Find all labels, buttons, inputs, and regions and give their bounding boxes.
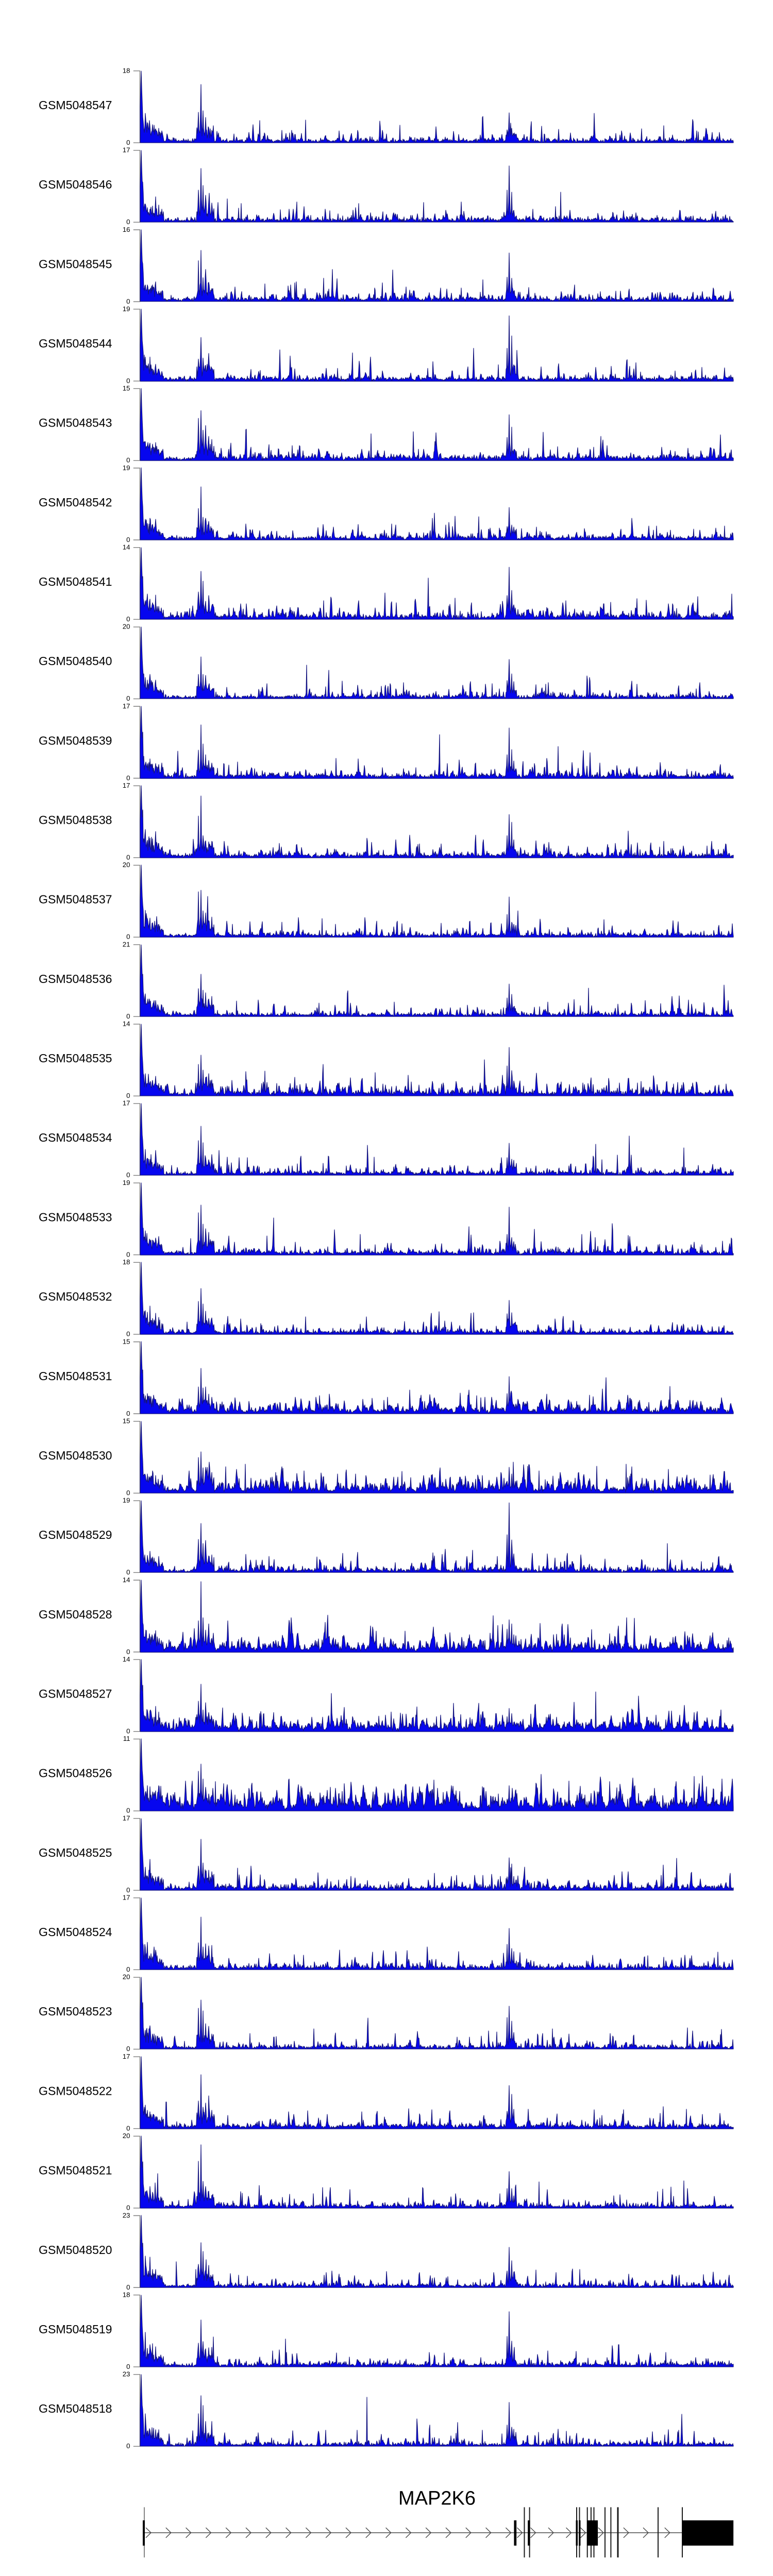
svg-text:GSM5048520: GSM5048520 [39,2243,112,2257]
svg-text:20: 20 [123,1973,130,1981]
svg-text:19: 19 [123,1497,130,1504]
svg-text:GSM5048519: GSM5048519 [39,2323,112,2336]
svg-text:0: 0 [126,1410,130,1417]
svg-text:14: 14 [123,544,130,551]
svg-text:15: 15 [123,1417,130,1425]
svg-text:19: 19 [123,1179,130,1187]
svg-text:0: 0 [126,933,130,941]
svg-text:21: 21 [123,940,130,948]
svg-text:GSM5048529: GSM5048529 [39,1528,112,1541]
svg-text:0: 0 [126,1250,130,1258]
svg-text:0: 0 [126,1330,130,1338]
svg-text:0: 0 [126,774,130,782]
svg-text:17: 17 [123,146,130,154]
svg-text:GSM5048532: GSM5048532 [39,1290,112,1303]
svg-text:0: 0 [126,1171,130,1179]
svg-text:0: 0 [126,2045,130,2053]
svg-text:11: 11 [123,1735,130,1742]
svg-text:GSM5048543: GSM5048543 [39,416,112,430]
svg-text:0: 0 [126,1489,130,1497]
svg-text:23: 23 [123,2370,130,2378]
svg-text:17: 17 [123,2053,130,2060]
svg-text:GSM5048533: GSM5048533 [39,1210,112,1224]
svg-text:MAP2K6: MAP2K6 [398,2488,476,2510]
svg-text:0: 0 [126,1568,130,1576]
svg-text:GSM5048522: GSM5048522 [39,2084,112,2097]
svg-text:GSM5048540: GSM5048540 [39,654,112,668]
svg-text:0: 0 [126,2363,130,2370]
svg-text:19: 19 [123,464,130,471]
svg-text:0: 0 [126,2124,130,2132]
svg-text:0: 0 [126,1012,130,1020]
svg-text:GSM5048518: GSM5048518 [39,2402,112,2415]
svg-text:17: 17 [123,1099,130,1107]
svg-text:GSM5048534: GSM5048534 [39,1131,112,1144]
svg-text:GSM5048539: GSM5048539 [39,734,112,747]
svg-text:16: 16 [123,226,130,233]
svg-text:14: 14 [123,1020,130,1028]
svg-text:0: 0 [126,1886,130,1894]
svg-text:0: 0 [126,2204,130,2212]
svg-text:GSM5048541: GSM5048541 [39,575,112,588]
svg-text:GSM5048537: GSM5048537 [39,893,112,906]
svg-text:0: 0 [126,694,130,702]
svg-text:0: 0 [126,2442,130,2450]
svg-text:0: 0 [126,377,130,384]
svg-text:GSM5048535: GSM5048535 [39,1052,112,1065]
svg-text:GSM5048530: GSM5048530 [39,1449,112,1462]
svg-text:0: 0 [126,456,130,464]
svg-text:GSM5048544: GSM5048544 [39,336,112,350]
svg-text:0: 0 [126,297,130,305]
svg-text:17: 17 [123,1894,130,1902]
svg-text:17: 17 [123,782,130,789]
svg-text:17: 17 [123,1814,130,1822]
svg-text:0: 0 [126,615,130,623]
svg-text:GSM5048547: GSM5048547 [39,98,112,112]
svg-text:GSM5048545: GSM5048545 [39,257,112,270]
svg-text:15: 15 [123,1337,130,1345]
svg-text:GSM5048524: GSM5048524 [39,1925,112,1939]
svg-text:0: 0 [126,1965,130,1973]
svg-text:0: 0 [126,1807,130,1815]
svg-text:14: 14 [123,1655,130,1663]
svg-text:18: 18 [123,2291,130,2298]
svg-text:0: 0 [126,139,130,146]
svg-text:GSM5048526: GSM5048526 [39,1767,112,1780]
svg-text:0: 0 [126,2283,130,2291]
svg-text:18: 18 [123,1258,130,1266]
svg-text:GSM5048542: GSM5048542 [39,496,112,509]
svg-text:GSM5048528: GSM5048528 [39,1607,112,1621]
svg-text:GSM5048546: GSM5048546 [39,178,112,191]
svg-text:0: 0 [126,1092,130,1099]
svg-text:GSM5048538: GSM5048538 [39,814,112,827]
svg-text:19: 19 [123,305,130,313]
svg-text:20: 20 [123,861,130,869]
svg-text:15: 15 [123,384,130,392]
svg-text:GSM5048521: GSM5048521 [39,2164,112,2177]
svg-text:20: 20 [123,2132,130,2140]
svg-text:0: 0 [126,1648,130,1655]
svg-text:0: 0 [126,854,130,861]
svg-text:GSM5048536: GSM5048536 [39,972,112,986]
svg-text:17: 17 [123,702,130,710]
svg-text:GSM5048531: GSM5048531 [39,1369,112,1383]
svg-text:0: 0 [126,218,130,226]
svg-text:0: 0 [126,536,130,544]
svg-text:14: 14 [123,1576,130,1584]
svg-text:0: 0 [126,1727,130,1735]
svg-text:GSM5048523: GSM5048523 [39,2005,112,2018]
svg-text:GSM5048527: GSM5048527 [39,1687,112,1701]
svg-text:23: 23 [123,2211,130,2219]
svg-text:18: 18 [123,66,130,74]
svg-text:GSM5048525: GSM5048525 [39,1846,112,1859]
svg-text:20: 20 [123,623,130,631]
